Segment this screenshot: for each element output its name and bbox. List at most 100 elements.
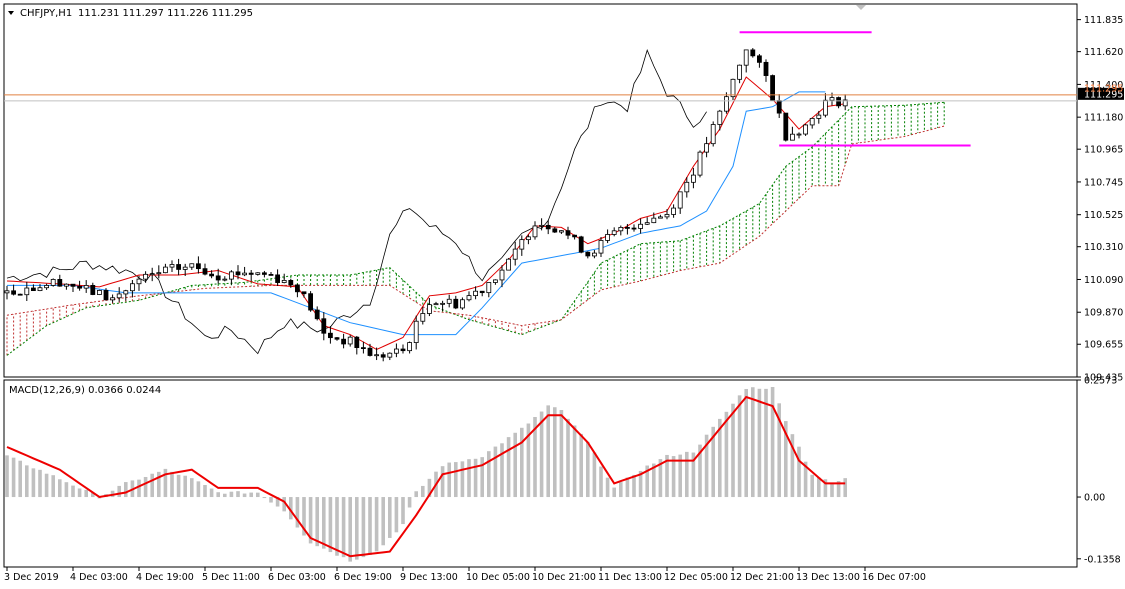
macd-histogram-bar — [757, 388, 762, 498]
candle-body — [182, 266, 188, 270]
macd-histogram-bar — [473, 458, 478, 498]
candle-body — [552, 228, 558, 233]
candle-body — [169, 264, 175, 268]
macd-histogram-bar — [652, 463, 656, 498]
macd-histogram-bar — [493, 446, 498, 498]
macd-histogram-bar — [691, 452, 696, 498]
macd-histogram-bar — [269, 497, 273, 503]
macd-histogram-bar — [51, 475, 55, 498]
macd-histogram-bar — [685, 451, 689, 498]
macd-histogram-bar — [401, 497, 405, 525]
macd-histogram-bar — [665, 454, 669, 498]
macd-window-frame — [3, 379, 1078, 568]
candle-body — [123, 290, 129, 295]
candle-body — [387, 352, 393, 358]
macd-histogram-bar — [724, 411, 729, 498]
candle-body — [638, 223, 643, 229]
macd-histogram-bar — [183, 475, 187, 498]
macd-histogram-bar — [31, 468, 36, 498]
macd-histogram-bar — [612, 487, 616, 498]
candle-body — [433, 303, 439, 306]
candle-body — [393, 348, 399, 354]
macd-histogram-bar — [599, 466, 603, 498]
macd-indicator — [5, 387, 847, 562]
candle-body — [97, 289, 102, 295]
macd-histogram-bar — [632, 474, 636, 498]
macd-histogram-bar — [605, 477, 610, 498]
chart-shift-marker-icon[interactable] — [856, 5, 866, 10]
macd-histogram-bar — [361, 497, 366, 558]
candle-body — [37, 287, 43, 292]
candle-body — [11, 290, 17, 295]
price-tick-label: 110.745 — [1084, 177, 1123, 188]
macd-histogram-bar — [223, 493, 227, 498]
macd-histogram-bar — [579, 433, 583, 498]
candle-body — [242, 272, 248, 276]
current-price-label: 111.295 — [1084, 89, 1123, 100]
macd-histogram-bar — [539, 411, 544, 498]
candle-body — [30, 287, 36, 292]
chikou-span-line — [6, 49, 707, 355]
candle-body — [836, 97, 841, 107]
macd-histogram-bar — [282, 497, 286, 512]
candle-body — [327, 332, 333, 339]
candle-body — [261, 272, 267, 275]
macd-histogram-bar — [176, 474, 181, 498]
candle-body — [202, 268, 208, 275]
macd-histogram-bar — [638, 470, 643, 498]
horizontal-levels[interactable] — [4, 31, 1077, 147]
candle-body — [334, 337, 340, 340]
macd-histogram-bar — [566, 418, 570, 498]
macd-histogram-bar — [196, 481, 201, 498]
macd-label: MACD(12,26,9) 0.0366 0.0244 — [9, 385, 161, 396]
symbol-menu-arrow-icon[interactable] — [8, 11, 14, 15]
candle-body — [420, 313, 426, 322]
candle-body — [664, 214, 670, 218]
candle-body — [631, 227, 637, 230]
macd-histogram-bar — [790, 434, 795, 498]
candle-body — [294, 284, 300, 293]
price-tick-label: 111.180 — [1084, 113, 1123, 124]
candle-body — [57, 279, 63, 287]
candle-body — [228, 271, 234, 280]
candle-body — [407, 342, 413, 352]
macd-histogram-bar — [256, 492, 260, 498]
candle-body — [479, 290, 485, 294]
candle-body — [360, 347, 366, 349]
macd-histogram-bar — [58, 479, 62, 498]
candle-body — [248, 272, 254, 275]
candle-body — [486, 282, 492, 294]
macd-histogram-bar — [777, 403, 781, 498]
candle-body — [776, 100, 782, 114]
candle-body — [578, 236, 584, 253]
time-tick-label: 6 Dec 03:00 — [268, 572, 326, 583]
macd-histogram-bar — [216, 492, 220, 498]
macd-tick-label: 0.00 — [1084, 493, 1105, 504]
macd-histogram-bar — [77, 488, 82, 498]
macd-histogram-bar — [11, 457, 16, 498]
candle-body — [598, 240, 604, 254]
macd-histogram-bar — [619, 482, 623, 498]
candle-body — [103, 289, 109, 301]
candle-body — [796, 133, 802, 136]
macd-histogram-bar — [625, 477, 630, 498]
candle-body — [83, 285, 89, 289]
candle-body — [644, 222, 650, 225]
macd-histogram-bar — [203, 484, 207, 498]
candle-body — [321, 318, 327, 334]
candle-body — [380, 354, 386, 358]
candle-body — [275, 274, 281, 283]
candle-body — [618, 226, 624, 232]
candle-body — [314, 309, 320, 320]
candle-body — [526, 236, 531, 241]
macd-histogram-bar — [513, 432, 517, 498]
macd-histogram-bar — [335, 497, 339, 556]
macd-histogram-bar — [421, 485, 425, 498]
macd-histogram-bar — [275, 497, 280, 507]
macd-histogram-bar — [586, 441, 590, 498]
candle-body — [440, 302, 446, 305]
macd-histogram-bar — [645, 465, 649, 498]
candle-body — [50, 279, 56, 286]
macd-histogram-bar — [744, 388, 748, 498]
